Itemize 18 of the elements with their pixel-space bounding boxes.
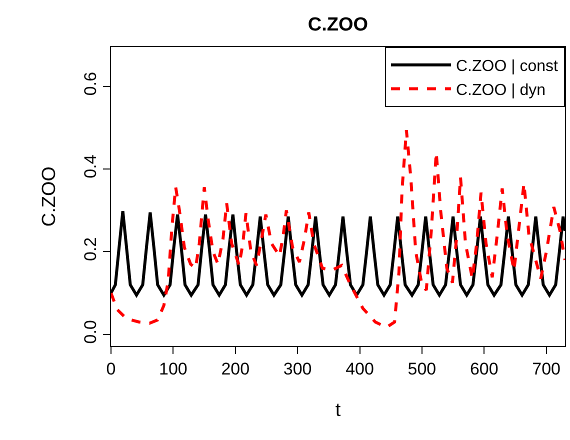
- chart-title: C.ZOO: [308, 14, 368, 36]
- x-tick-label: 200: [221, 359, 250, 378]
- y-tick-label: 0.6: [81, 72, 100, 96]
- x-tick-label: 300: [283, 359, 312, 378]
- y-axis-title: C.ZOO: [39, 166, 60, 227]
- line-series: [111, 128, 565, 329]
- x-tick-label: 100: [159, 359, 188, 378]
- x-axis-title: t: [335, 400, 342, 422]
- y-tick-label: 0.4: [81, 154, 100, 178]
- x-tick-label: 500: [408, 359, 436, 378]
- y-tick-label: 0.2: [81, 237, 100, 261]
- x-tick-label: 0: [106, 359, 116, 378]
- x-tick-label: 700: [532, 359, 561, 378]
- x-tick-label: 600: [470, 359, 498, 378]
- x-tick-label: 400: [346, 359, 374, 378]
- legend-label: C.ZOO | const: [456, 58, 559, 76]
- legend-label: C.ZOO | dyn: [456, 82, 546, 99]
- y-tick-label: 0.0: [81, 320, 100, 344]
